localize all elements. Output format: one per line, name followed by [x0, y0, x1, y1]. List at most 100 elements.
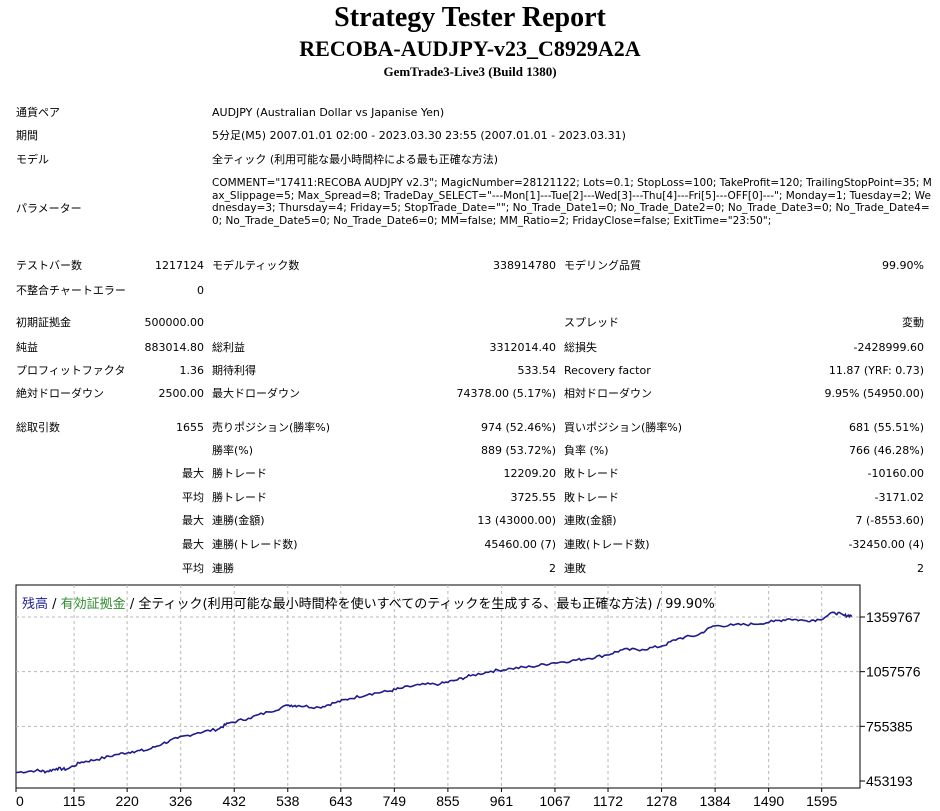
- avg-loss-label: 敗トレード: [564, 491, 619, 504]
- report-subtitle: RECOBA-AUDJPY-v23_C8929A2A: [299, 36, 641, 61]
- x-tick-label: 855: [436, 793, 460, 809]
- long-label: 買いポジション(勝率%): [564, 421, 683, 434]
- x-tick-label: 1278: [646, 793, 677, 809]
- quality-value: 99.90%: [882, 259, 924, 272]
- avg-label-1: 平均: [182, 491, 204, 504]
- y-tick-label: 1057576: [866, 664, 921, 680]
- cons-win-cnt-value: 45460.00 (7): [484, 538, 556, 551]
- avg-win-value: 3725.55: [510, 491, 557, 504]
- max-dd-value: 74378.00 (5.17%): [456, 387, 556, 400]
- recovery-value: 11.87 (YRF: 0.73): [828, 364, 924, 377]
- abs-dd-value: 2500.00: [158, 387, 205, 400]
- build-info: GemTrade3-Live3 (Build 1380): [383, 64, 557, 79]
- avg-cons-win-value: 2: [549, 562, 556, 575]
- legend-equity: 有効証拠金: [61, 596, 126, 612]
- cons-win-amt-value: 13 (43000.00): [477, 514, 556, 527]
- pair-value: AUDJPY (Australian Dollar vs Japanise Ye…: [212, 106, 445, 119]
- spread-value: 変動: [902, 316, 924, 329]
- rel-dd-label: 相対ドローダウン: [564, 387, 652, 400]
- x-tick-label: 749: [383, 793, 407, 809]
- rel-dd-value: 9.95% (54950.00): [824, 387, 924, 400]
- x-tick-label: 1595: [806, 793, 837, 809]
- x-tick-label: 0: [16, 793, 24, 809]
- max-label-3: 最大: [182, 538, 204, 551]
- report-title: Strategy Tester Report: [334, 2, 606, 33]
- pf-value: 1.36: [179, 364, 205, 377]
- expected-value: 533.54: [517, 364, 557, 377]
- avg-label-2: 平均: [182, 562, 204, 575]
- chart-frame: [15, 584, 861, 789]
- pf-label: プロフィットファクタ: [16, 364, 126, 377]
- max-dd-label: 最大ドローダウン: [212, 387, 300, 400]
- cons-loss-cnt-label: 連敗(トレード数): [564, 538, 650, 551]
- y-axis-ticks: 1359767 1057576 755385 453193: [860, 609, 921, 789]
- max-label-1: 最大: [182, 467, 204, 480]
- bars-label: テストバー数: [16, 259, 82, 272]
- gross-profit-label: 総利益: [212, 341, 245, 354]
- x-axis-ticks: 0 115 220 326 432 538 643 749 855 961 1067 1172 1278…: [15, 788, 837, 809]
- max-win-label: 勝トレード: [212, 467, 267, 480]
- avg-loss-value: -3171.02: [874, 491, 924, 504]
- y-tick-label: 755385: [866, 718, 913, 734]
- mismatch-value: 0: [197, 284, 204, 297]
- winrate-value: 889 (53.72%): [480, 444, 556, 457]
- x-tick-label: 220: [115, 793, 139, 809]
- max-label-2: 最大: [182, 514, 204, 527]
- legend-rest: / 全ティック(利用可能な最小時間枠を使いすべてのティックを生成する、最も正確な…: [126, 596, 715, 612]
- spread-label: スプレッド: [564, 316, 619, 329]
- legend-balance: 残高: [22, 596, 48, 612]
- quality-label: モデリング品質: [564, 259, 641, 272]
- x-tick-label: 961: [490, 793, 514, 809]
- period-label: 期間: [16, 129, 38, 142]
- x-tick-label: 115: [63, 793, 86, 809]
- ticks-label: モデルティック数: [212, 259, 300, 272]
- mismatch-label: 不整合チャートエラー: [16, 284, 126, 297]
- legend-sep: /: [48, 597, 61, 612]
- deposit-label: 初期証拠金: [16, 316, 71, 329]
- params-value: COMMENT="17411:RECOBA AUDJPY v2.3"; Magi…: [212, 177, 932, 227]
- cons-win-cnt-label: 連勝(トレード数): [212, 538, 298, 551]
- avg-cons-loss-value: 2: [917, 562, 924, 575]
- long-value: 681 (55.51%): [848, 421, 924, 434]
- net-value: 883014.80: [144, 341, 205, 354]
- avg-cons-loss-label: 連敗: [564, 562, 586, 575]
- cons-loss-amt-value: 7 (-8553.60): [855, 514, 924, 527]
- balance-line: [15, 611, 853, 774]
- cons-win-amt-label: 連勝(金額): [212, 514, 265, 527]
- gross-loss-label: 総損失: [564, 341, 597, 354]
- winrate-label: 勝率(%): [212, 444, 254, 457]
- x-tick-label: 432: [223, 793, 247, 809]
- y-tick-label: 1359767: [866, 609, 921, 625]
- abs-dd-label: 絶対ドローダウン: [16, 387, 104, 400]
- max-loss-label: 敗トレード: [564, 467, 619, 480]
- cons-loss-amt-label: 連敗(金額): [564, 514, 617, 527]
- gross-profit-value: 3312014.40: [489, 341, 556, 354]
- x-tick-label: 538: [276, 793, 300, 809]
- x-tick-label: 643: [329, 793, 353, 809]
- bars-value: 1217124: [155, 259, 204, 272]
- balance-chart: 残高 / 有効証拠金 / 全ティック(利用可能な最小時間枠を使いすべてのティック…: [15, 584, 921, 809]
- y-tick-label: 453193: [866, 773, 913, 789]
- x-tick-label: 1067: [539, 793, 570, 809]
- x-tick-label: 1490: [753, 793, 784, 809]
- model-value: 全ティック (利用可能な最小時間枠による最も正確な方法): [212, 153, 499, 166]
- recovery-label: Recovery factor: [564, 364, 651, 377]
- max-loss-value: -10160.00: [867, 467, 924, 480]
- trades-value: 1655: [176, 421, 204, 434]
- expected-label: 期待利得: [212, 364, 256, 377]
- gross-loss-value: -2428999.60: [853, 341, 924, 354]
- x-tick-label: 326: [169, 793, 193, 809]
- pair-label: 通貨ペア: [16, 106, 60, 119]
- ticks-value: 338914780: [493, 259, 556, 272]
- short-label: 売りポジション(勝率%): [212, 421, 331, 434]
- max-win-value: 12209.20: [503, 467, 557, 480]
- trades-label: 総取引数: [16, 421, 60, 434]
- deposit-value: 500000.00: [144, 316, 205, 329]
- x-tick-label: 1384: [700, 793, 731, 809]
- model-label: モデル: [16, 153, 49, 166]
- period-value: 5分足(M5) 2007.01.01 02:00 - 2023.03.30 23…: [212, 129, 626, 142]
- params-label: パラメーター: [16, 202, 82, 215]
- avg-cons-win-label: 連勝: [212, 562, 234, 575]
- short-value: 974 (52.46%): [480, 421, 556, 434]
- chart-legend: 残高 / 有効証拠金 / 全ティック(利用可能な最小時間枠を使いすべてのティック…: [22, 596, 715, 612]
